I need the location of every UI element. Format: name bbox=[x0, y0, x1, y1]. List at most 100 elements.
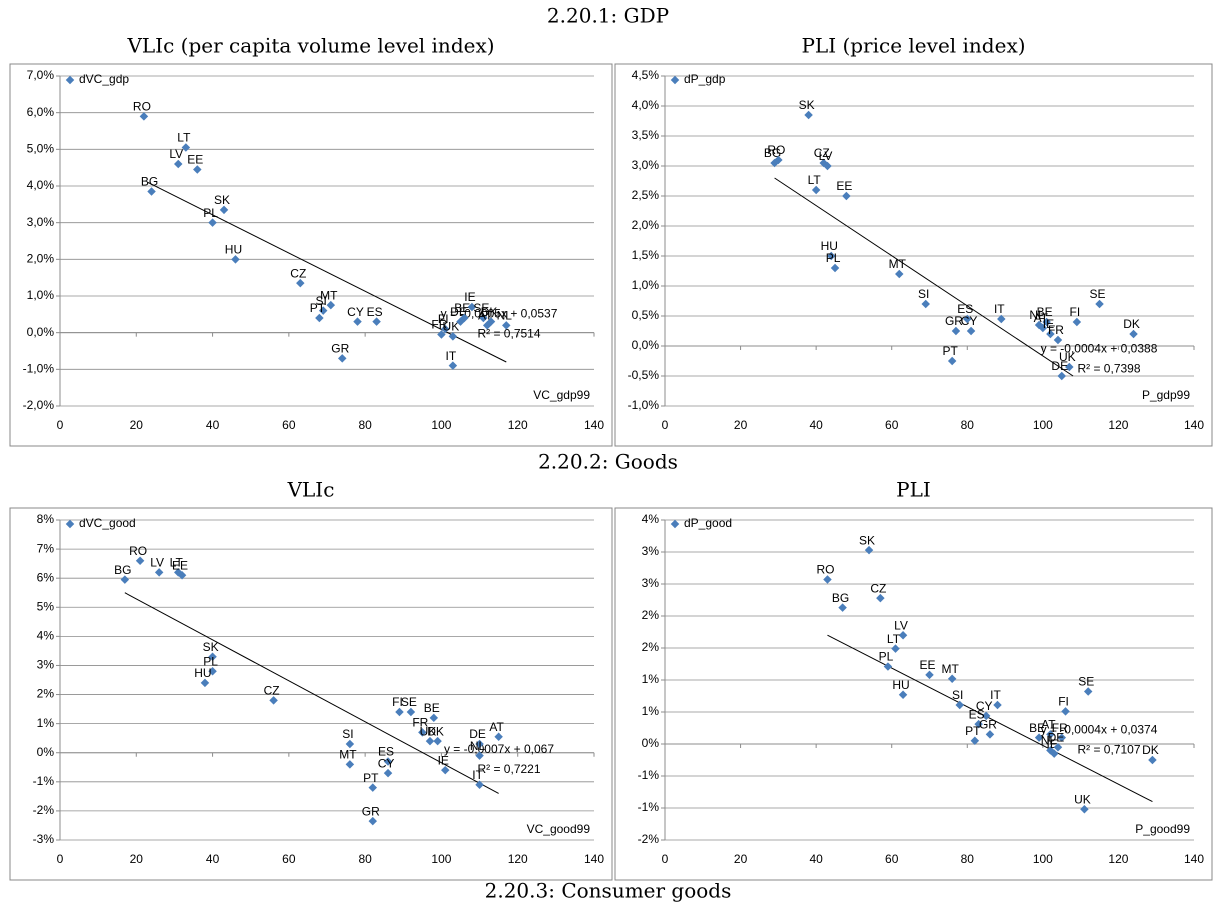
y-tick-label: 1% bbox=[642, 672, 660, 686]
x-axis-label: P_gdp99 bbox=[1142, 388, 1190, 402]
point bbox=[830, 263, 840, 273]
point bbox=[947, 674, 957, 683]
point-label: FR bbox=[431, 318, 447, 332]
point bbox=[1053, 742, 1063, 752]
x-tick-label: 100 bbox=[1033, 418, 1053, 432]
point-label: IE bbox=[464, 290, 475, 304]
point-label: NL bbox=[497, 309, 513, 323]
point bbox=[502, 321, 511, 330]
trendline-equation: y = -0,0004x + 0,0374 bbox=[1041, 722, 1158, 736]
point-label: HU bbox=[892, 678, 909, 692]
x-axis-label: VC_gdp99 bbox=[533, 388, 590, 402]
point-label: RO bbox=[816, 563, 834, 577]
x-tick-label: 0 bbox=[57, 418, 64, 432]
y-tick-label: 4,5% bbox=[632, 68, 660, 82]
point-label: FI bbox=[1070, 305, 1081, 319]
point bbox=[139, 112, 149, 121]
point-label: RO bbox=[129, 544, 147, 558]
point bbox=[433, 736, 442, 746]
point-label: IT bbox=[472, 768, 483, 782]
y-tick-label: -2% bbox=[33, 803, 55, 817]
point bbox=[1046, 329, 1055, 339]
point bbox=[269, 696, 278, 705]
x-tick-label: 40 bbox=[206, 418, 220, 432]
y-tick-label: 3% bbox=[37, 658, 55, 672]
panel-frame bbox=[614, 507, 1213, 881]
point bbox=[997, 314, 1006, 324]
point-label: HU bbox=[225, 243, 242, 257]
point bbox=[981, 711, 991, 721]
y-tick-label: 2,0% bbox=[27, 252, 55, 266]
y-tick-label: 6% bbox=[37, 570, 55, 584]
x-tick-label: 40 bbox=[809, 852, 823, 866]
point bbox=[296, 278, 305, 288]
point-label: SK bbox=[214, 193, 230, 207]
point-label: CY bbox=[347, 305, 364, 319]
point-label: ES bbox=[969, 707, 985, 721]
point-label: PL bbox=[826, 251, 841, 265]
point bbox=[326, 300, 336, 310]
point-label: SI bbox=[918, 287, 929, 301]
point-label: DK bbox=[481, 305, 498, 319]
point-label: BG bbox=[141, 175, 158, 189]
x-tick-label: 80 bbox=[358, 418, 372, 432]
point-label: IT bbox=[446, 349, 457, 363]
point bbox=[1034, 733, 1044, 742]
point-label: FR bbox=[1048, 323, 1064, 337]
point-label: IE bbox=[1047, 737, 1058, 751]
point-label: LT bbox=[170, 556, 184, 570]
y-tick-label: 6,0% bbox=[27, 105, 55, 119]
point bbox=[338, 354, 347, 363]
y-tick-label: -1,0% bbox=[23, 362, 55, 376]
point-label: UK bbox=[1074, 792, 1091, 806]
point bbox=[479, 313, 488, 323]
trendline-equation: y = -0,0005x + 0,0537 bbox=[441, 307, 558, 321]
point bbox=[1042, 317, 1051, 327]
point-label: DE bbox=[469, 727, 486, 741]
point-label: CY bbox=[378, 756, 395, 770]
point bbox=[383, 768, 393, 778]
point bbox=[864, 545, 874, 555]
point-label: EE bbox=[836, 179, 852, 193]
legend-label: dVC_good bbox=[79, 516, 136, 530]
x-tick-label: 20 bbox=[734, 418, 748, 432]
chart-panel: PLI -2% -1% -1% 0% 1% 1% 2% 2% 3% 3% 4% 0 20 40 60 80 100… bbox=[614, 478, 1213, 881]
point bbox=[883, 662, 893, 671]
point bbox=[970, 736, 980, 746]
point-label: SK bbox=[799, 98, 815, 112]
panel-frame bbox=[9, 63, 613, 447]
point-label: SI bbox=[342, 727, 353, 741]
point-label: IE bbox=[438, 753, 449, 767]
y-tick-label: -2,0% bbox=[23, 398, 55, 412]
x-tick-label: 100 bbox=[431, 852, 451, 866]
point bbox=[895, 269, 904, 279]
point-label: SE bbox=[1090, 287, 1106, 301]
y-tick-label: 4% bbox=[37, 629, 55, 643]
point bbox=[494, 732, 503, 741]
y-tick-label: 7,0% bbox=[27, 68, 55, 82]
x-tick-label: 100 bbox=[431, 418, 451, 432]
point-label: MT bbox=[339, 748, 357, 762]
point-label: PT bbox=[363, 771, 379, 785]
point-label: CZ bbox=[814, 146, 830, 160]
trendline-equation: y = -0,0007x + 0,067 bbox=[444, 742, 554, 756]
point bbox=[406, 707, 416, 717]
point-label: MT bbox=[942, 662, 960, 676]
point bbox=[418, 728, 427, 737]
section-heading: 2.20.3: Consumer goods bbox=[485, 879, 732, 903]
y-tick-label: 4,0% bbox=[27, 178, 55, 192]
point-label: IT bbox=[990, 688, 1001, 702]
y-tick-label: -2% bbox=[638, 832, 660, 846]
point bbox=[460, 313, 469, 323]
y-tick-label: 3% bbox=[642, 544, 660, 558]
panel-frame bbox=[614, 63, 1213, 447]
point bbox=[368, 783, 378, 792]
point-label: GR bbox=[331, 342, 349, 356]
x-tick-label: 120 bbox=[1108, 852, 1128, 866]
y-tick-label: 3,5% bbox=[632, 128, 660, 142]
x-tick-label: 0 bbox=[662, 418, 669, 432]
x-tick-label: 140 bbox=[1184, 418, 1204, 432]
point-label: PT bbox=[942, 344, 958, 358]
point bbox=[1148, 755, 1157, 765]
point-label: IT bbox=[994, 302, 1005, 316]
